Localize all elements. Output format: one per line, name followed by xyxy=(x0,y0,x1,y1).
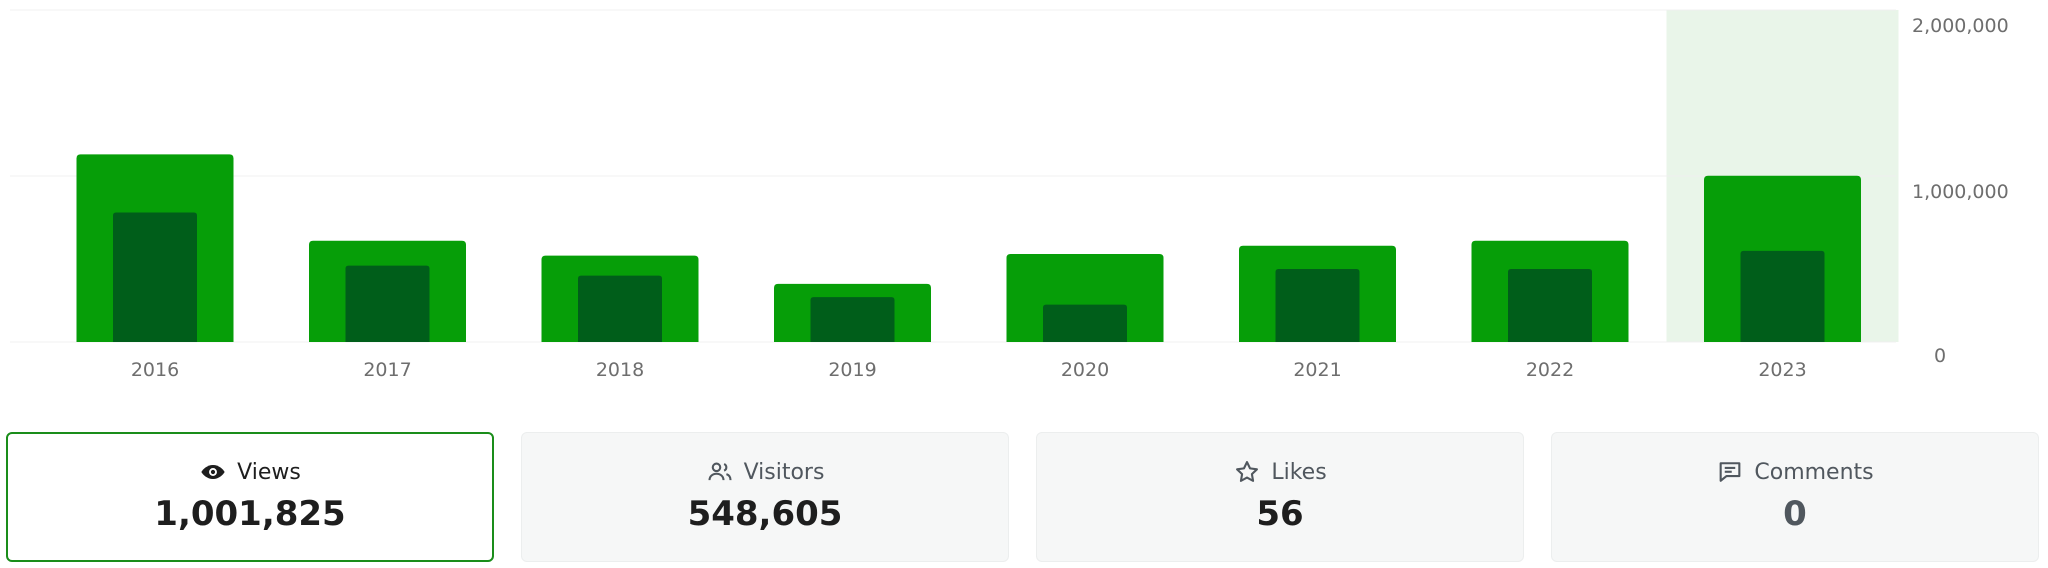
people-icon xyxy=(708,462,732,481)
x-tick-label-2022: 2022 xyxy=(1526,359,1574,381)
y-tick-label-2: 2,000,000 xyxy=(1912,15,2009,37)
visitors-label: Visitors xyxy=(743,459,825,485)
visitors-bar-2018 xyxy=(578,275,662,342)
y-tick-label-0: 0 xyxy=(1934,345,1946,367)
comments-label: Comments xyxy=(1754,459,1874,485)
visitors-bar-2019 xyxy=(810,297,895,342)
star-icon xyxy=(1236,461,1259,482)
comment-icon xyxy=(1719,462,1741,482)
stat-cards: Views 1,001,825 Visitors 548,605 xyxy=(6,432,2042,562)
x-tick-label-2016: 2016 xyxy=(131,359,179,381)
visitors-card[interactable]: Visitors 548,605 xyxy=(521,432,1009,562)
y-tick-label-1: 1,000,000 xyxy=(1912,181,2009,203)
likes-card[interactable]: Likes 56 xyxy=(1036,432,1524,562)
comments-card[interactable]: Comments 0 xyxy=(1551,432,2039,562)
comments-value: 0 xyxy=(1783,494,1807,534)
views-card[interactable]: Views 1,001,825 xyxy=(6,432,494,562)
eye-icon xyxy=(201,465,225,479)
visitors-value: 548,605 xyxy=(687,494,843,534)
likes-label: Likes xyxy=(1271,459,1327,485)
visitors-bar-2016 xyxy=(113,212,197,342)
x-tick-label-2020: 2020 xyxy=(1061,359,1109,381)
likes-value: 56 xyxy=(1256,494,1304,534)
x-tick-label-2018: 2018 xyxy=(596,359,644,381)
x-tick-label-2023: 2023 xyxy=(1758,359,1806,381)
visitors-bar-2021 xyxy=(1275,268,1360,342)
visitors-bar-2017 xyxy=(345,265,430,342)
x-tick-label-2021: 2021 xyxy=(1293,359,1341,381)
x-tick-label-2019: 2019 xyxy=(828,359,876,381)
visitors-bar-2022 xyxy=(1508,268,1592,342)
views-label: Views xyxy=(237,459,301,485)
views-bar-chart: 2016 2017 2018 2019 2020 2021 2022 2023 0 1,000,0… xyxy=(10,9,2009,381)
visitors-bar-2023 xyxy=(1740,250,1825,342)
x-tick-label-2017: 2017 xyxy=(363,359,411,381)
views-value: 1,001,825 xyxy=(154,494,346,534)
visitors-bar-2020 xyxy=(1043,304,1127,342)
